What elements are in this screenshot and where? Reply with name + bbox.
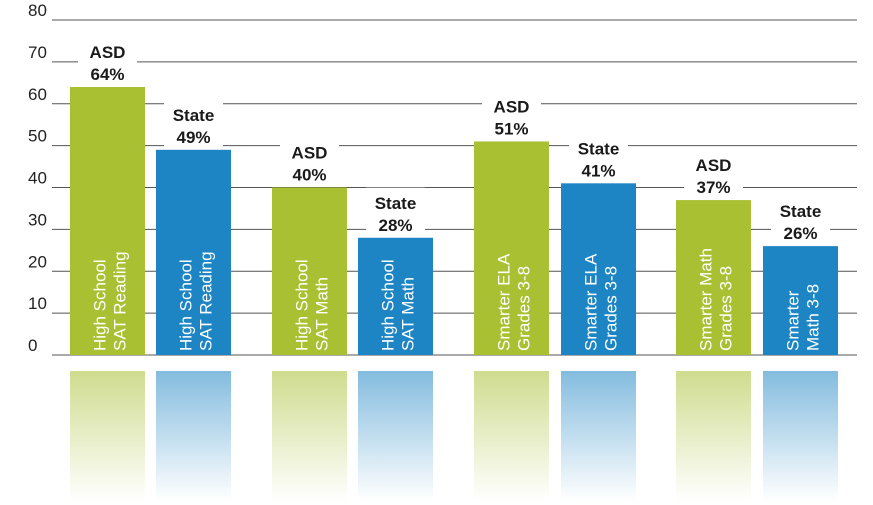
label-backdrop [164,99,223,148]
bar-value-label: 41% [581,161,615,180]
bar-value-label: 37% [696,178,730,197]
label-backdrop [78,37,137,85]
bar-value-label: 64% [90,65,124,84]
bar-reflection [156,371,231,501]
bar-group-label: State [780,202,822,221]
y-tick-label: 40 [28,169,47,188]
bar-value-label: 26% [783,224,817,243]
bar-category-label: Grades 3-8 [602,266,621,351]
bar-reflection [358,371,433,501]
y-tick-label: 20 [28,252,47,271]
y-tick-label: 30 [28,210,47,229]
bar-reflection [561,371,636,501]
bar-category-label: High School [293,259,312,351]
bar-group-label: ASD [90,43,126,62]
bar-group-label: State [375,194,417,213]
bar-reflection [70,371,145,501]
bar-value-label: 40% [292,166,326,185]
bar-category-label: High School [177,259,196,351]
y-axis: 0 10 20 30 40 50 60 70 80 [28,1,47,355]
label-backdrop [280,137,339,186]
label-backdrop [684,150,743,199]
bar [358,237,433,355]
bar-category-label: High School [379,259,398,351]
bar-value-label: 49% [176,128,210,147]
bar [474,141,549,355]
bar-reflection [676,371,751,501]
bar-reflection [763,371,838,501]
bar-reflections [70,371,838,501]
bar-category-label: SAT Reading [111,251,130,351]
label-backdrop [482,91,541,140]
bar-group-label: State [173,106,215,125]
bar-category-label: Smarter ELA [495,253,514,351]
bar [676,200,751,355]
y-tick-label: 50 [28,127,47,146]
bar [272,187,347,355]
bar-reflection [474,371,549,501]
bar-group-label: ASD [494,97,530,116]
y-tick-label: 70 [28,43,47,62]
label-backdrop [569,133,628,182]
bar-category-label: SAT Math [313,277,332,351]
label-backdrop [366,187,425,236]
bar-category-label: SAT Math [399,277,418,351]
bar-reflection [272,371,347,501]
bar-category-label: SAT Reading [197,251,216,351]
bar-category-label: Smarter Math [697,248,716,351]
bar-category-label: Grades 3-8 [717,266,736,351]
bar-category-label: Grades 3-8 [515,266,534,351]
bar [70,87,145,355]
bar [561,183,636,355]
bar-value-label: 51% [494,119,528,138]
bar-category-label: Smarter ELA [582,253,601,351]
y-tick-label: 0 [28,336,37,355]
label-backdrop [771,196,830,245]
bar-group-label: State [578,139,620,158]
bar-value-label: 28% [378,216,412,235]
bar [156,149,231,355]
bar-category-label: High School [91,259,110,351]
bar [763,246,838,355]
bar-category-label: Math 3-8 [804,284,823,351]
bar-group-label: ASD [292,144,328,163]
bar-group-label: ASD [696,156,732,175]
y-tick-label: 10 [28,294,47,313]
bar-category-label: Smarter [784,290,803,351]
y-tick-label: 60 [28,85,47,104]
y-tick-label: 80 [28,1,47,20]
